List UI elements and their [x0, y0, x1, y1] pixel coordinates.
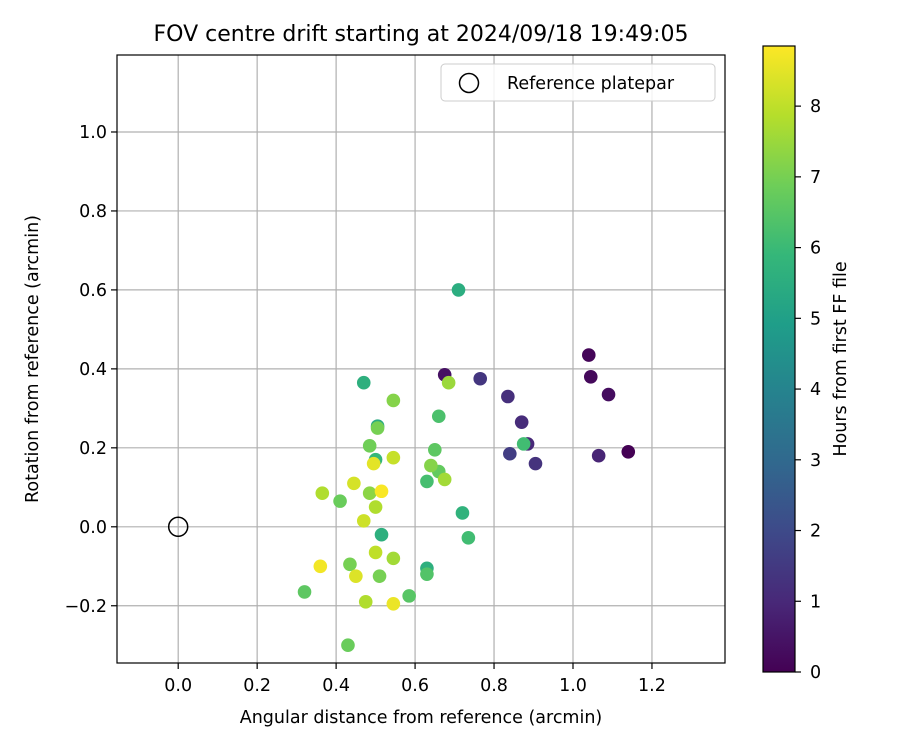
y-tick-label: 0.8: [79, 202, 107, 222]
plot-area-frame: [116, 54, 726, 664]
scatter-point: [374, 527, 389, 542]
x-tick-label: 0.6: [401, 676, 429, 696]
legend-label-reference: Reference platepar: [507, 74, 675, 94]
scatter-point: [362, 486, 377, 501]
axis-ticks: 0.0 0.2 0.4 0.6 0.8 1.0 1.2 −0.2 0.0 0.2 0.4 0.6 0.8…: [65, 123, 666, 696]
scatter-point: [297, 585, 312, 599]
colorbar-tick-label: 3: [810, 451, 821, 471]
y-tick-label: −0.2: [65, 597, 108, 617]
scatter-point: [583, 369, 598, 384]
scatter-point: [424, 458, 438, 473]
scatter-point: [601, 387, 616, 402]
scatter-point: [461, 531, 476, 545]
scatter-point: [368, 500, 383, 514]
scatter-point: [501, 389, 515, 404]
y-tick-label: 1.0: [79, 123, 107, 143]
colorbar-tick-label: 0: [810, 663, 821, 683]
x-tick-label: 0.2: [243, 676, 271, 696]
colorbar-tick-label: 8: [810, 97, 821, 117]
scatter-point: [441, 375, 456, 390]
scatter-point: [333, 494, 347, 508]
x-axis-label: Angular distance from reference (arcmin): [240, 708, 603, 728]
colorbar-ticks: 0 1 2 3 4 5 6 7 8: [795, 97, 821, 683]
scatter-point: [343, 557, 357, 572]
scatter-point: [591, 448, 606, 463]
scatter-point: [621, 444, 636, 459]
scatter-point: [374, 484, 389, 499]
scatter-point: [431, 409, 446, 424]
scatter-point: [420, 474, 434, 489]
colorbar-tick-label: 5: [810, 309, 821, 329]
scatter-point: [386, 551, 401, 566]
scatter-point: [366, 456, 381, 471]
scatter-point: [347, 476, 361, 491]
scatter-point: [386, 393, 401, 408]
colorbar-label: Hours from first FF file: [831, 261, 851, 456]
y-tick-label: 0.6: [79, 281, 107, 301]
scatter-point: [313, 559, 328, 574]
colorbar-tick-label: 4: [810, 380, 821, 400]
scatter-point: [455, 506, 470, 520]
scatter-point: [581, 348, 596, 362]
scatter-point: [356, 514, 371, 528]
scatter-point: [315, 486, 330, 501]
scatter-point: [386, 450, 401, 465]
scatter-point: [386, 596, 401, 611]
legend: Reference platepar: [440, 63, 716, 102]
colorbar-tick-label: 7: [810, 168, 821, 188]
scatter-point: [514, 415, 529, 429]
colorbar-tick-label: 1: [810, 592, 821, 612]
colorbar-tick-label: 6: [810, 239, 821, 259]
scatter-point: [428, 443, 442, 457]
scatter-point: [528, 456, 543, 471]
scatter-point: [356, 375, 371, 390]
scatter-point: [503, 446, 517, 461]
reference-platepar-marker: [167, 516, 189, 538]
x-tick-label: 1.0: [559, 676, 587, 696]
scatter-point: [341, 638, 355, 653]
legend-marker-reference: [458, 72, 480, 94]
scatter-point: [437, 472, 452, 487]
x-tick-label: 1.2: [638, 676, 666, 696]
y-tick-label: 0.0: [79, 518, 107, 538]
scatter-point: [362, 439, 377, 453]
chart-title: FOV centre drift starting at 2024/09/18 …: [154, 22, 689, 47]
y-tick-label: 0.4: [79, 360, 107, 380]
scatter-point: [370, 421, 385, 435]
colorbar-tick-label: 2: [810, 522, 821, 542]
x-tick-label: 0.8: [480, 676, 508, 696]
scatter-point: [420, 567, 434, 581]
x-tick-label: 0.0: [164, 676, 192, 696]
data-points: [167, 283, 636, 653]
y-axis-label: Rotation from reference (arcmin): [23, 215, 43, 503]
colorbar: [762, 45, 796, 673]
scatter-point: [372, 569, 387, 583]
scatter-point: [451, 283, 466, 297]
x-tick-label: 0.4: [322, 676, 350, 696]
legend-box: [440, 63, 716, 102]
grid: [117, 55, 725, 663]
scatter-point: [516, 437, 531, 451]
scatter-point: [358, 595, 373, 609]
scatter-point: [349, 569, 363, 583]
scatter-point: [368, 545, 383, 560]
scatter-point: [473, 371, 488, 386]
scatter-point: [402, 589, 416, 603]
y-tick-label: 0.2: [79, 439, 107, 459]
